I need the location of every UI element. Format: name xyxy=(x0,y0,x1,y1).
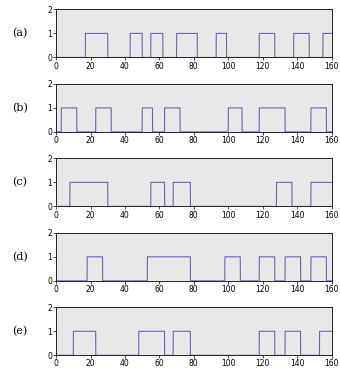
Text: (b): (b) xyxy=(12,103,28,113)
Text: (e): (e) xyxy=(12,326,27,337)
Text: (a): (a) xyxy=(12,28,28,39)
Text: (d): (d) xyxy=(12,252,28,262)
Text: (c): (c) xyxy=(12,177,27,188)
